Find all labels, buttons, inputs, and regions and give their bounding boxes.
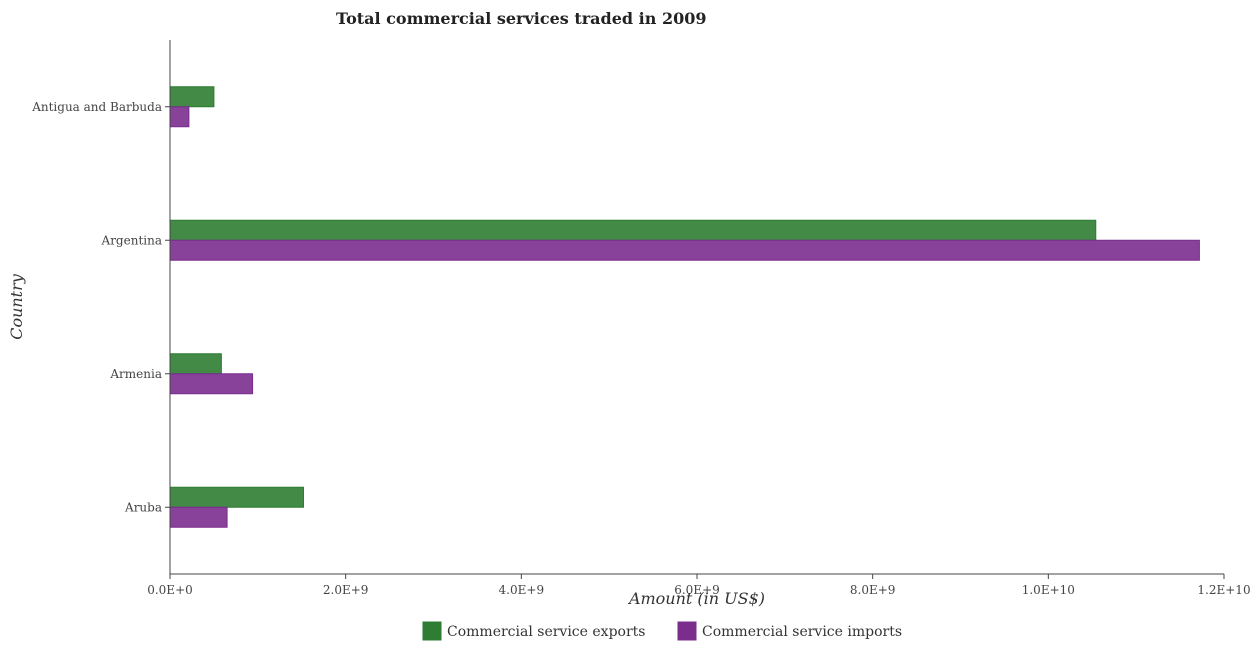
legend-swatch-imports [677,621,697,641]
x-tick-label: 6.0E+9 [674,583,720,597]
y-tick-label: Aruba [124,500,162,514]
x-tick-label: 0.0E+0 [147,583,193,597]
bar-exports-aruba [169,486,305,508]
bars-group [169,86,1200,528]
y-tick-label: Argentina [101,233,162,247]
bar-imports-antigua-and-barbuda [169,106,190,128]
bar-imports-armenia [169,373,254,395]
y-tick-label: Armenia [109,367,162,381]
bar-imports-argentina [169,239,1200,261]
bar-imports-aruba [169,506,228,528]
x-tick-label: 8.0E+9 [850,583,896,597]
bar-exports-argentina [169,219,1097,241]
x-axis-ticks: 0.0E+0 2.0E+9 4.0E+9 6.0E+9 8.0E+9 1.0E+10 1.2… [147,574,1251,597]
x-tick-label: 2.0E+9 [323,583,369,597]
bar-exports-antigua-and-barbuda [169,86,215,108]
legend-label-imports: Commercial service imports [702,624,902,640]
legend-swatch-exports [422,621,442,641]
bar-exports-armenia [169,353,222,375]
legend: Commercial service exports Commercial ser… [422,621,902,641]
legend-label-exports: Commercial service exports [447,624,645,640]
chart-title: Total commercial services traded in 2009 [336,9,706,28]
x-tick-label: 1.2E+10 [1197,583,1250,597]
y-axis-ticks: Antigua and Barbuda Argentina Armenia Aruba [31,100,170,514]
x-axis-label: Amount (in US$) [627,589,765,608]
x-tick-label: 4.0E+9 [499,583,545,597]
y-axis-label: Country [7,273,26,340]
y-tick-label: Antigua and Barbuda [31,100,162,114]
x-tick-label: 1.0E+10 [1022,583,1075,597]
